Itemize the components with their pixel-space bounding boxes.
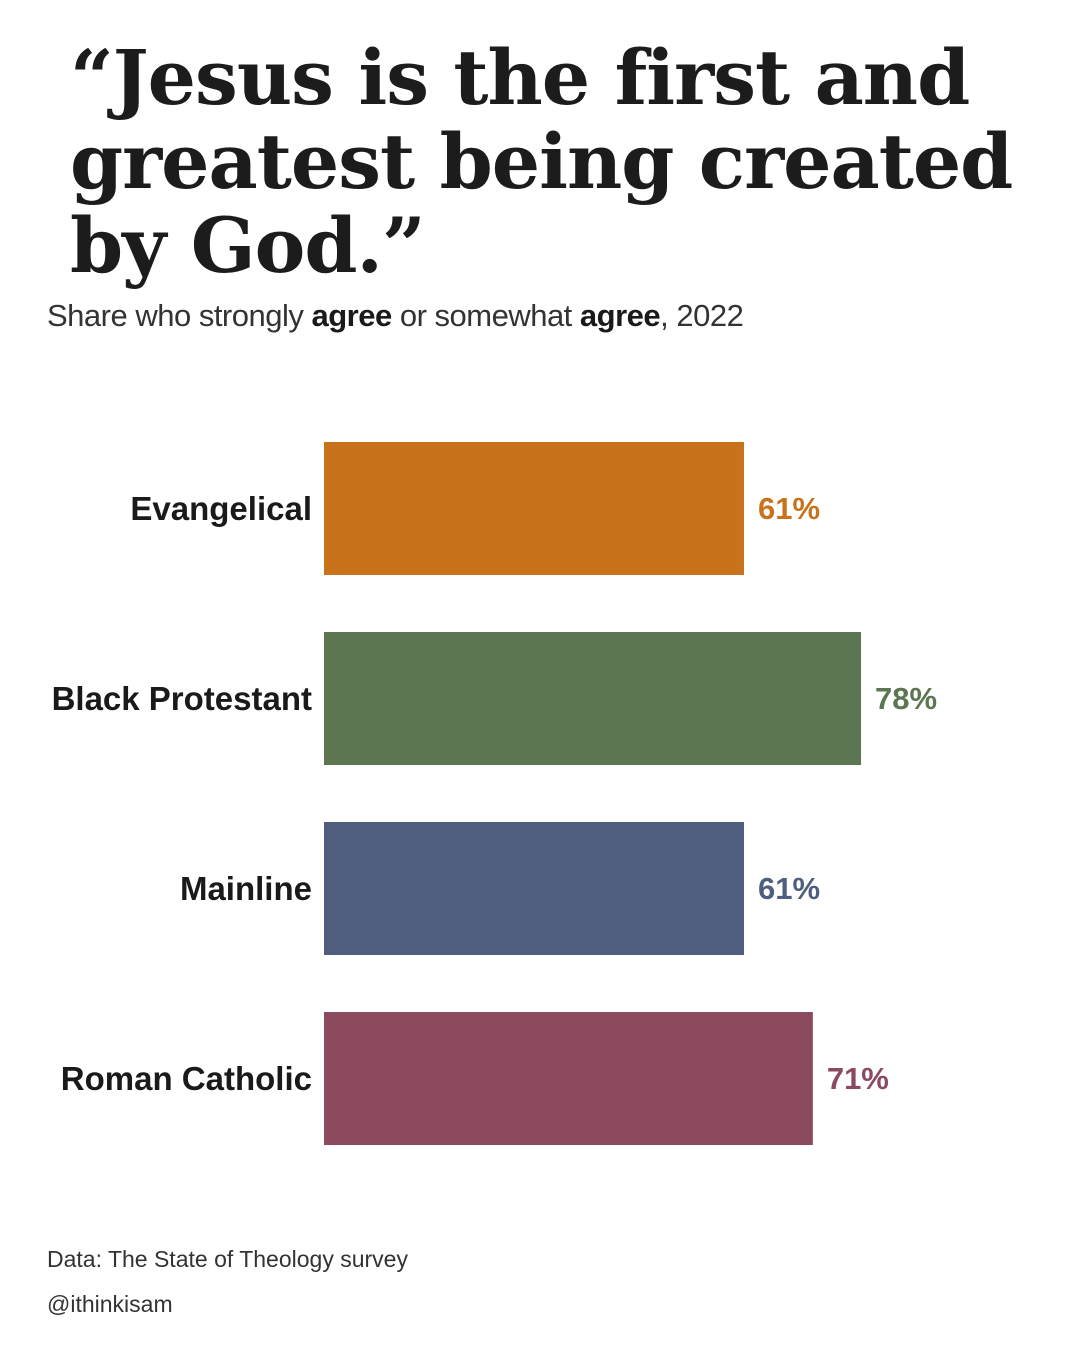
- subtitle-text-3: , 2022: [660, 298, 744, 333]
- subtitle-bold-1: agree: [311, 298, 392, 333]
- category-label: Evangelical: [130, 490, 312, 527]
- value-label: 61%: [758, 491, 820, 526]
- chart-subtitle: Share who strongly agree or somewhat agr…: [47, 298, 744, 334]
- subtitle-text-2: or somewhat: [391, 298, 580, 333]
- bar-mainline: [324, 822, 744, 955]
- category-label: Black Protestant: [52, 680, 312, 717]
- bar-roman-catholic: [324, 1012, 813, 1145]
- bar-evangelical: [324, 442, 744, 575]
- category-label: Roman Catholic: [61, 1060, 312, 1097]
- subtitle-bold-2: agree: [579, 298, 661, 333]
- value-label: 78%: [875, 681, 937, 716]
- chart-title: “Jesus is the first and greatest being c…: [70, 33, 1013, 290]
- source-note: Data: The State of Theology survey: [47, 1246, 408, 1272]
- category-label: Mainline: [180, 870, 312, 907]
- author-credit: @ithinkisam: [47, 1291, 173, 1317]
- bar-chart: Evangelical 61% Black Protestant 78% Mainlin…: [52, 442, 937, 1145]
- bar-black-protestant: [324, 632, 862, 765]
- subtitle-text-1: Share who strongly: [47, 298, 312, 333]
- value-label: 71%: [827, 1061, 889, 1096]
- value-label: 61%: [758, 871, 820, 906]
